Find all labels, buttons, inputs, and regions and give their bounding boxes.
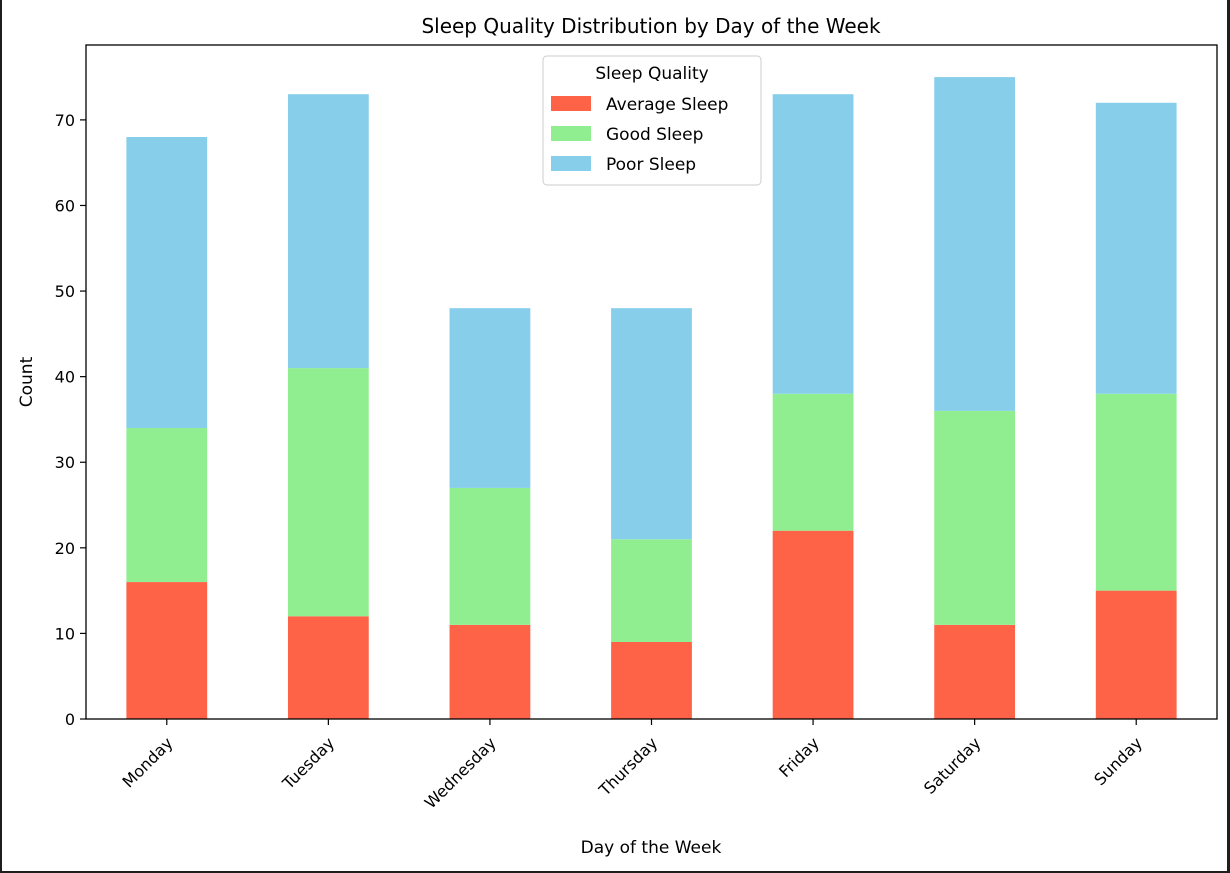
bar-good-sleep-monday	[126, 428, 208, 583]
legend-label-average-sleep: Average Sleep	[606, 95, 728, 115]
bar-poor-sleep-friday	[772, 94, 854, 394]
x-tick-label: Sunday	[1090, 733, 1146, 789]
legend-label-poor-sleep: Poor Sleep	[606, 155, 696, 175]
legend-swatch-average-sleep	[551, 96, 591, 111]
legend-label-good-sleep: Good Sleep	[606, 125, 703, 145]
x-tick-label: Friday	[775, 733, 823, 781]
bar-average-sleep-wednesday	[449, 624, 531, 719]
legend-title: Sleep Quality	[595, 64, 708, 84]
x-tick-label: Saturday	[920, 733, 984, 797]
bar-good-sleep-wednesday	[449, 487, 531, 625]
bar-good-sleep-friday	[772, 393, 854, 531]
bar-average-sleep-thursday	[611, 641, 692, 719]
bars-layer	[126, 77, 1177, 719]
bar-average-sleep-saturday	[934, 624, 1016, 719]
legend-swatch-poor-sleep	[551, 156, 591, 171]
chart-title: Sleep Quality Distribution by Day of the…	[421, 14, 881, 38]
bar-poor-sleep-saturday	[934, 77, 1016, 411]
x-tick-label: Tuesday	[278, 733, 338, 793]
y-tick-label: 40	[55, 368, 75, 387]
bar-poor-sleep-monday	[126, 137, 208, 429]
bar-average-sleep-sunday	[1095, 590, 1177, 719]
bar-good-sleep-thursday	[611, 539, 692, 642]
bar-average-sleep-monday	[126, 582, 208, 719]
y-tick-label: 70	[55, 111, 75, 130]
bar-poor-sleep-sunday	[1095, 102, 1177, 394]
y-axis-ticks: 0 10 20 30 40 50 60 70	[55, 111, 86, 729]
x-axis-label: Day of the Week	[581, 838, 722, 858]
y-tick-label: 60	[55, 196, 75, 215]
legend-swatch-good-sleep	[551, 126, 591, 141]
bar-good-sleep-saturday	[934, 410, 1016, 625]
y-tick-label: 30	[55, 453, 75, 472]
bar-average-sleep-friday	[772, 530, 854, 719]
bar-poor-sleep-wednesday	[449, 308, 531, 488]
legend-box	[542, 55, 762, 186]
bar-poor-sleep-thursday	[611, 308, 692, 540]
bar-average-sleep-tuesday	[287, 616, 369, 719]
y-axis-label: Count	[17, 356, 37, 407]
y-tick-label: 0	[65, 710, 75, 729]
bar-good-sleep-tuesday	[287, 368, 369, 617]
y-tick-label: 50	[55, 282, 75, 301]
bar-good-sleep-sunday	[1095, 393, 1177, 591]
x-tick-label: Monday	[119, 733, 177, 791]
y-tick-label: 10	[55, 624, 75, 643]
legend[interactable]: Sleep Quality Average Sleep Good Sleep Poor…	[542, 55, 762, 186]
x-axis-ticks: Monday Tuesday Wednesday Thursday Friday Satu…	[119, 719, 1146, 812]
y-tick-label: 20	[55, 539, 75, 558]
x-tick-label: Thursday	[595, 733, 662, 800]
bar-poor-sleep-tuesday	[287, 94, 369, 369]
x-tick-label: Wednesday	[421, 733, 500, 812]
